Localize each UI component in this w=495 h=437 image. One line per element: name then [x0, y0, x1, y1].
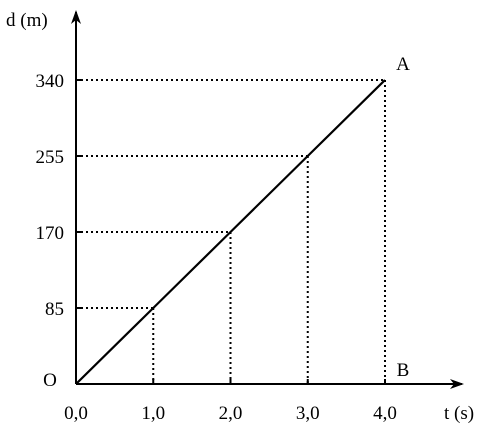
x-tick-label-1: 1,0: [141, 403, 165, 424]
y-axis-title: d (m): [6, 10, 48, 31]
y-tick-label-1: 170: [36, 223, 65, 244]
tick-marks: [76, 79, 386, 384]
point-b-label: B: [397, 360, 410, 381]
x-tick-label-4: 4,0: [373, 403, 397, 424]
y-tick-label-2: 255: [36, 147, 65, 168]
tick-labels: 0,0 1,0 2,0 3,0 4,0 85 170 255 340: [36, 71, 397, 424]
guide-lines: [76, 79, 386, 384]
point-a-label: A: [396, 54, 410, 75]
y-tick-label-3: 340: [36, 71, 65, 92]
x-tick-label-3: 3,0: [296, 403, 320, 424]
x-axis-title: t (s): [444, 403, 474, 424]
series-line: [75, 79, 386, 385]
y-tick-label-0: 85: [45, 299, 64, 320]
x-tick-label-0: 0,0: [64, 403, 88, 424]
origin-label: O: [43, 370, 57, 391]
x-tick-label-2: 2,0: [219, 403, 243, 424]
